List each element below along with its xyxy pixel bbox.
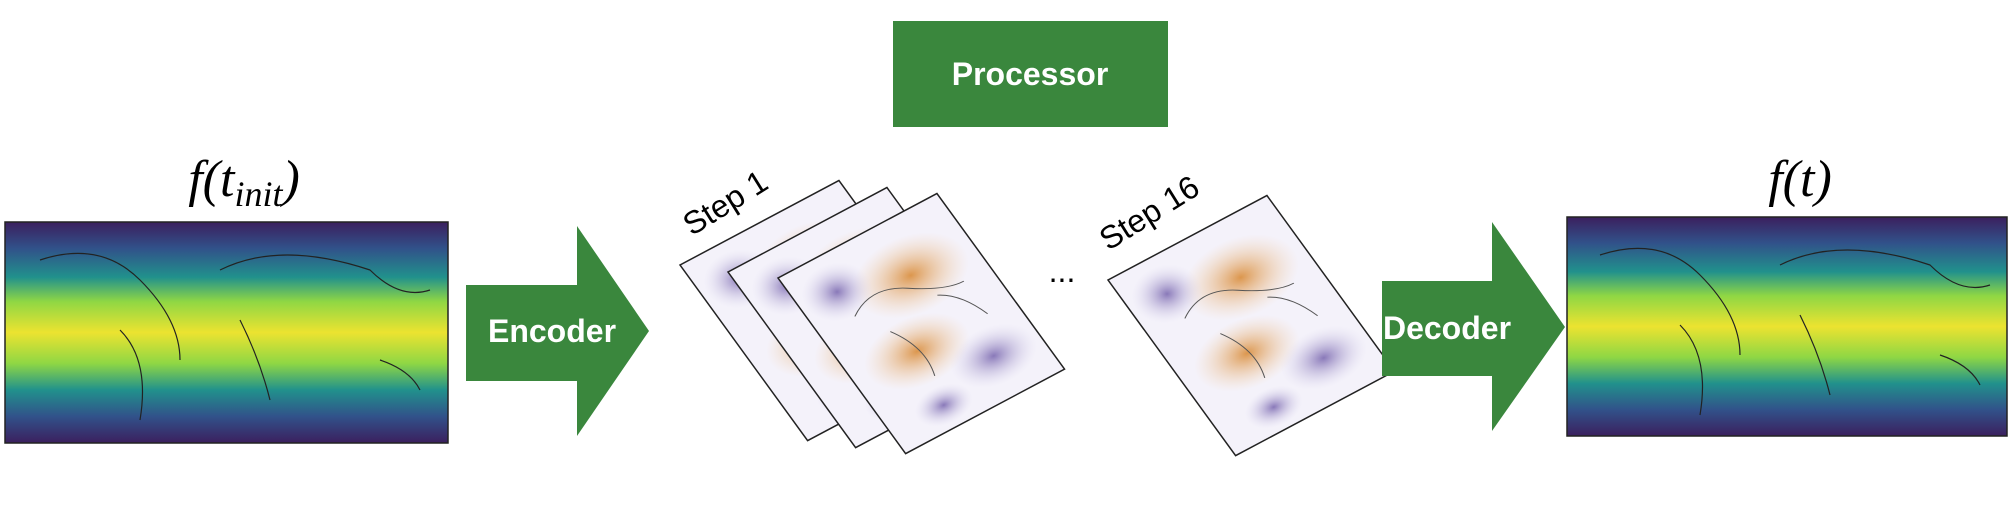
coastlines — [39, 252, 431, 421]
output-map — [1566, 216, 2008, 437]
encoder-arrow — [466, 226, 649, 436]
output-label: f(t) — [1768, 151, 1832, 208]
decoder-label: Decoder — [1383, 310, 1511, 346]
input-label-open: f(t — [188, 151, 236, 208]
input-label-close: ) — [279, 151, 299, 208]
processor-label: Processor — [952, 56, 1109, 92]
step-card — [1107, 194, 1396, 457]
coastlines — [1599, 247, 1991, 416]
step-stack — [679, 179, 1066, 455]
input-map — [4, 221, 449, 444]
encoder-label: Encoder — [488, 313, 616, 349]
decoder-arrow — [1382, 222, 1565, 431]
processor-box — [893, 21, 1168, 127]
input-label-subscript: init — [234, 174, 283, 214]
ellipsis: ... — [1049, 253, 1076, 289]
input-label: f(tinit) — [188, 151, 300, 214]
